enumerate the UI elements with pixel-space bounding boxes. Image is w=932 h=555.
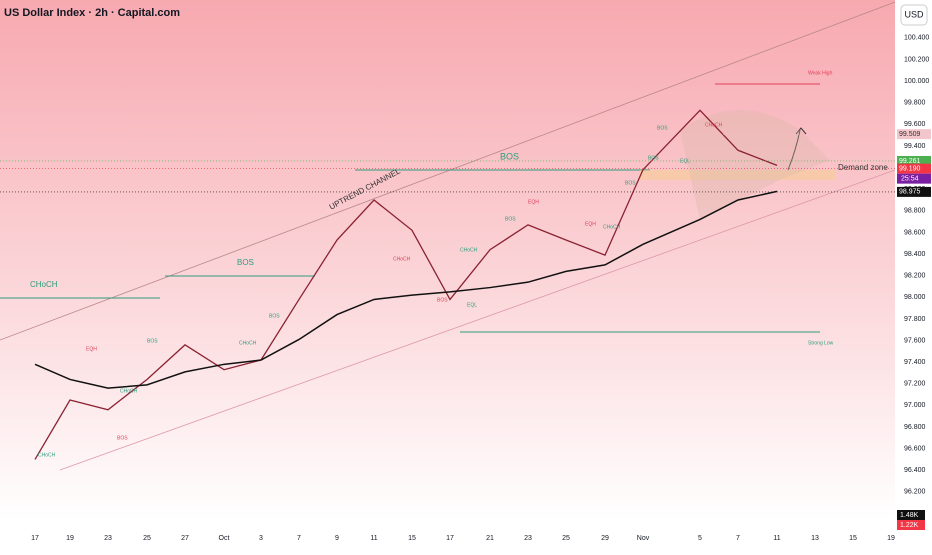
annotation: EQH bbox=[528, 199, 539, 205]
price-marker-label: 98.975 bbox=[899, 189, 921, 196]
x-tick-label: 21 bbox=[486, 535, 494, 542]
annotation: Weak High bbox=[808, 70, 833, 76]
volume-label: 1.48K bbox=[900, 512, 919, 519]
x-tick-label: 13 bbox=[811, 535, 819, 542]
x-tick-label: 27 bbox=[181, 535, 189, 542]
annotation: CHoCH bbox=[239, 340, 257, 346]
price-marker bbox=[897, 186, 931, 197]
channel-line bbox=[59, 169, 896, 471]
y-tick-label: 97.000 bbox=[904, 402, 926, 409]
x-tick-label: 9 bbox=[335, 535, 339, 542]
y-tick-label: 96.800 bbox=[904, 424, 926, 431]
x-tick-label: 11 bbox=[370, 535, 377, 542]
price-marker-label: 99.261 bbox=[899, 158, 921, 165]
x-tick-label: 29 bbox=[601, 535, 609, 542]
y-tick-label: 96.600 bbox=[904, 445, 926, 452]
price-marker bbox=[897, 155, 931, 166]
plot-background bbox=[0, 0, 895, 520]
y-tick-label: 99.400 bbox=[904, 143, 926, 150]
x-tick-label: 23 bbox=[524, 535, 532, 542]
price-line bbox=[34, 109, 778, 460]
y-tick-label: 100.200 bbox=[904, 56, 929, 63]
annotation: BOS bbox=[237, 258, 254, 267]
price-marker bbox=[897, 129, 931, 140]
chart-title: US Dollar Index · 2h · Capital.com bbox=[4, 7, 180, 19]
y-tick-label: 98.000 bbox=[904, 294, 926, 301]
y-tick-label: 99.600 bbox=[904, 121, 926, 128]
y-tick-label: 97.400 bbox=[904, 359, 926, 366]
x-tick-label: 23 bbox=[104, 535, 112, 542]
cloud bbox=[680, 110, 830, 220]
x-tick-label: 5 bbox=[698, 535, 702, 542]
x-tick-label: Oct bbox=[219, 535, 230, 542]
annotation: BOS bbox=[505, 216, 516, 222]
y-tick-label: 100.400 bbox=[904, 35, 929, 42]
y-tick-label: 96.400 bbox=[904, 467, 926, 474]
channel-line bbox=[0, 1, 896, 341]
annotation: BOS bbox=[437, 297, 448, 303]
y-tick-label: 98.800 bbox=[904, 208, 926, 215]
x-tick-label: 25 bbox=[562, 535, 570, 542]
x-tick-label: 19 bbox=[887, 535, 895, 542]
time-axis bbox=[0, 520, 895, 550]
annotation: CHoCH bbox=[603, 224, 621, 230]
annotation: BOS bbox=[625, 180, 636, 186]
countdown-box bbox=[897, 173, 931, 184]
demand-zone bbox=[640, 170, 835, 180]
annotation: BOS bbox=[500, 151, 519, 161]
x-tick-label: 15 bbox=[408, 535, 416, 542]
annotation: CHoCH bbox=[393, 256, 411, 262]
annotation: BOS bbox=[117, 435, 128, 441]
price-marker-label: 99.509 bbox=[899, 131, 921, 138]
y-tick-label: 97.200 bbox=[904, 381, 926, 388]
annotation: BOS bbox=[147, 338, 158, 344]
annotation: CHoCH bbox=[120, 388, 138, 394]
annotation: CHoCH bbox=[38, 452, 56, 458]
annotation: EQH bbox=[585, 221, 596, 227]
annotation: BOS bbox=[657, 125, 668, 131]
annotation: CHoCH bbox=[460, 247, 478, 253]
x-tick-label: 3 bbox=[259, 535, 263, 542]
annotation: Strong Low bbox=[808, 340, 834, 346]
annotation: BOS bbox=[648, 155, 659, 161]
annotation: CHoCH bbox=[705, 122, 723, 128]
volume-label-box bbox=[897, 520, 925, 530]
x-tick-label: 7 bbox=[736, 535, 740, 542]
price-axis bbox=[895, 0, 932, 550]
price-marker bbox=[897, 163, 931, 174]
x-tick-label: 11 bbox=[773, 535, 780, 542]
annotation: EQH bbox=[86, 346, 97, 352]
x-tick-label: 25 bbox=[143, 535, 151, 542]
countdown: 25:54 bbox=[901, 175, 919, 182]
volume-label: 1.22K bbox=[900, 522, 919, 529]
x-tick-label: 17 bbox=[31, 535, 39, 542]
y-tick-label: 97.800 bbox=[904, 316, 926, 323]
y-tick-label: 98.600 bbox=[904, 229, 926, 236]
currency[interactable]: USD bbox=[904, 9, 924, 19]
x-tick-label: 7 bbox=[297, 535, 301, 542]
x-tick-label: 17 bbox=[446, 535, 454, 542]
annotation: CHoCH bbox=[30, 280, 58, 289]
price-marker-label: 99.190 bbox=[899, 165, 921, 172]
annotation: Demand zone bbox=[838, 163, 888, 172]
y-tick-label: 100.000 bbox=[904, 78, 929, 85]
x-tick-label: 19 bbox=[66, 535, 74, 542]
annotation: EQL bbox=[680, 158, 690, 164]
annotation: EQL bbox=[467, 302, 477, 308]
volume-label-box bbox=[897, 510, 925, 520]
annotation: BOS bbox=[269, 313, 280, 319]
y-tick-label: 99.800 bbox=[904, 100, 926, 107]
price-line bbox=[34, 190, 778, 389]
y-tick-label: 98.200 bbox=[904, 273, 926, 280]
currency-button[interactable] bbox=[900, 4, 928, 26]
x-tick-label: Nov bbox=[637, 535, 650, 542]
y-tick-label: 97.600 bbox=[904, 337, 926, 344]
arrow bbox=[787, 127, 807, 171]
x-tick-label: 15 bbox=[849, 535, 857, 542]
y-tick-label: 98.400 bbox=[904, 251, 926, 258]
y-tick-label: 96.200 bbox=[904, 489, 926, 496]
